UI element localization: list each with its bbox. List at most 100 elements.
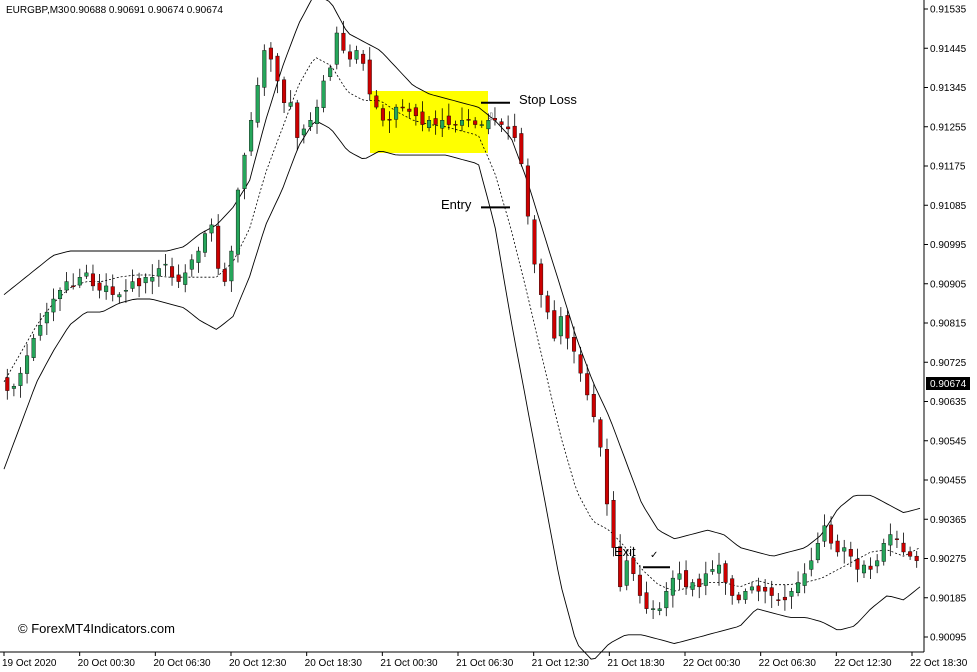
x-tick-label: 21 Oct 06:30 (456, 658, 514, 669)
candle-body (598, 419, 603, 448)
candle-body (308, 120, 313, 128)
candle-body (413, 107, 418, 117)
candle-body (697, 578, 702, 588)
candle-body (282, 79, 287, 103)
candle-body (651, 608, 656, 610)
candle-body (341, 32, 346, 51)
candle-body (565, 315, 570, 339)
x-tick-label: 21 Oct 12:30 (532, 658, 590, 669)
y-tick-label: 0.90455 (930, 476, 967, 487)
candle-body (618, 546, 623, 588)
candle-body (64, 281, 69, 291)
candle-body (664, 591, 669, 609)
exit-label: Exit (614, 544, 636, 559)
x-tick-label: 22 Oct 18:30 (910, 658, 968, 669)
candle-body (18, 372, 23, 386)
candle-body (657, 608, 662, 611)
x-tick-label: 22 Oct 00:30 (683, 658, 741, 669)
candle-body (809, 560, 814, 570)
candle-body (466, 119, 471, 121)
y-tick-label: 0.90185 (930, 593, 967, 604)
candle-body (222, 269, 227, 282)
bb-upper-band (3, 0, 921, 557)
stop-loss-label: Stop Loss (519, 92, 577, 107)
candle-body (499, 121, 504, 125)
y-tick-label: 0.90635 (930, 397, 967, 408)
candle-body (31, 338, 36, 358)
candle-body (150, 277, 155, 282)
candle-body (763, 586, 768, 592)
down-arrow-icon: ⇩ (487, 112, 495, 123)
candle-body (881, 543, 886, 562)
candle-body (295, 102, 300, 138)
candle-body (262, 50, 267, 88)
candle-body (334, 32, 339, 65)
candle-body (440, 120, 445, 129)
candle-body (268, 47, 273, 60)
x-tick-label: 21 Oct 00:30 (380, 658, 438, 669)
chart-header-symbol: EURGBP,M30 (6, 5, 70, 16)
candle-body (176, 274, 181, 282)
trade-levels (481, 101, 670, 569)
candle-body (427, 120, 432, 128)
candle-body (525, 165, 530, 217)
candle-body (822, 525, 827, 542)
candle-body (374, 95, 379, 108)
candle-body (123, 290, 128, 292)
candle-body (479, 124, 484, 126)
candle-body (743, 591, 748, 600)
candle-body (519, 133, 524, 165)
x-tick-label: 20 Oct 06:30 (153, 658, 211, 669)
candlesticks (5, 20, 919, 620)
candle-body (486, 120, 491, 130)
candle-body (104, 285, 109, 292)
bb-middle-band (3, 57, 921, 592)
candle-body (868, 565, 873, 570)
candle-body (756, 585, 761, 592)
candle-body (842, 547, 847, 552)
candle-body (90, 273, 95, 287)
candle-body (229, 250, 234, 282)
candle-body (275, 55, 280, 82)
candle-body (347, 51, 352, 60)
candle-body (446, 115, 451, 125)
candle-body (796, 582, 801, 594)
y-tick-label: 0.90815 (930, 319, 967, 330)
candle-body (51, 298, 56, 313)
candle-body (235, 189, 240, 255)
candle-body (855, 558, 860, 570)
x-tick-label: 20 Oct 18:30 (305, 658, 363, 669)
candle-body (776, 599, 781, 601)
candle-body (387, 118, 392, 121)
candle-body (829, 524, 834, 544)
candle-body (143, 277, 148, 284)
candle-body (631, 557, 636, 574)
candle-body (894, 538, 899, 540)
candle-body (789, 591, 794, 597)
candle-body (611, 499, 616, 548)
candle-body (473, 120, 478, 125)
candle-body (97, 282, 102, 291)
entry-label: Entry (441, 197, 472, 212)
candle-body (835, 540, 840, 553)
x-tick-label: 22 Oct 12:30 (834, 658, 892, 669)
candle-body (301, 128, 306, 136)
bb-lower-band (3, 120, 921, 660)
checkmark-icon: ✓ (650, 550, 658, 561)
candle-body (400, 106, 405, 109)
candle-body (117, 294, 122, 298)
candle-body (196, 250, 201, 263)
current-price-tag: 0.90674 (926, 377, 970, 390)
chart-header-ohlc: 0.90688 0.90691 0.90674 0.90674 (70, 5, 223, 16)
candle-body (703, 573, 708, 586)
candle-body (315, 106, 320, 124)
candle-body (558, 316, 563, 337)
candle-body (242, 154, 247, 189)
candle-body (914, 555, 919, 561)
y-tick-label: 0.90995 (930, 240, 967, 251)
candle-body (591, 394, 596, 417)
current-price-tag-bg (926, 377, 970, 390)
candle-body (420, 111, 425, 125)
